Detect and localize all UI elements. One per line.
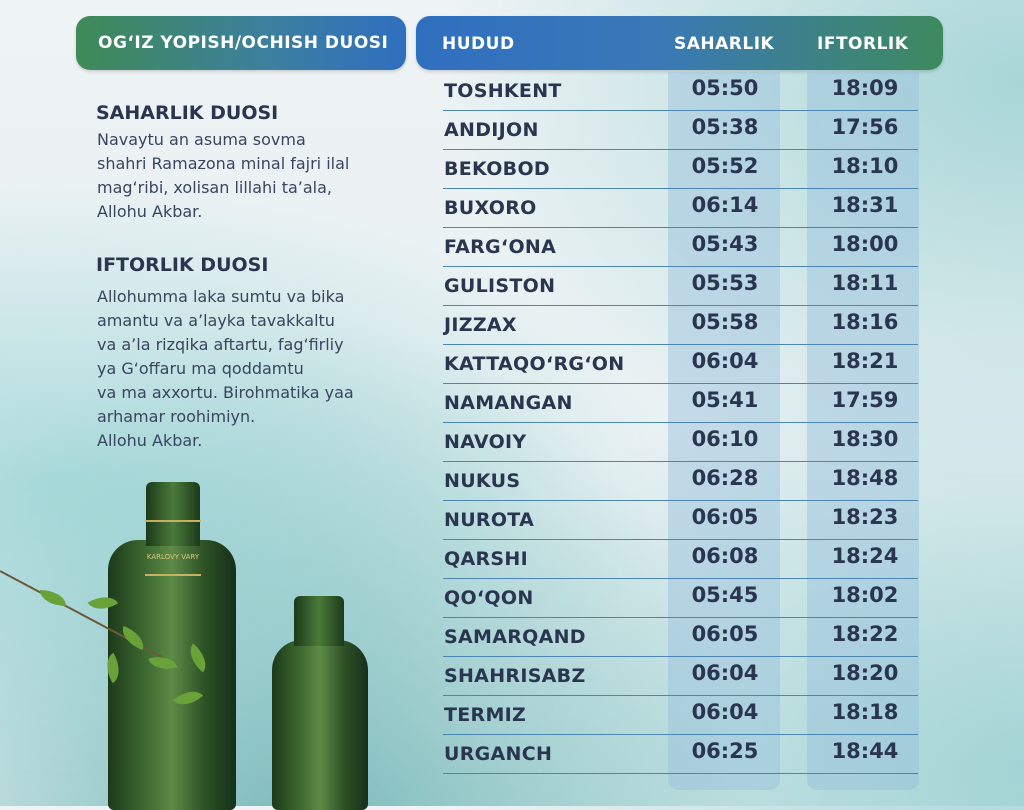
suhoor-time: 06:04 [691, 700, 759, 724]
region-name: SHAHRISABZ [444, 665, 586, 687]
region-name: NUROTA [444, 509, 535, 531]
suhoor-time: 05:50 [691, 76, 759, 100]
iftar-time: 17:56 [831, 115, 899, 139]
iftar-time: 18:18 [831, 700, 899, 724]
region-name: NUKUS [444, 470, 521, 492]
table-row: SHAHRISABZ 06:04 18:20 [443, 657, 918, 696]
suhoor-dua-title: SAHARLIK DUOSI [96, 102, 279, 124]
region-name: ANDIJON [444, 119, 539, 141]
column-header-suhoor: SAHARLIK [674, 34, 775, 54]
region-name: TERMIZ [444, 704, 527, 726]
region-name: BUXORO [444, 197, 537, 219]
table-row: QO‘QON 05:45 18:02 [443, 579, 918, 618]
small-bottle-neck [294, 596, 344, 646]
iftar-time: 18:11 [831, 271, 899, 295]
table-row: SAMARQAND 06:05 18:22 [443, 618, 918, 657]
region-name: QO‘QON [444, 587, 534, 609]
iftar-dua-title: IFTORLIK DUOSI [96, 254, 269, 276]
large-bottle [108, 540, 236, 810]
suhoor-time: 05:52 [691, 154, 759, 178]
iftar-time: 18:30 [831, 427, 899, 451]
table-row: ANDIJON 05:38 17:56 [443, 111, 918, 150]
table-row: TERMIZ 06:04 18:18 [443, 696, 918, 735]
suhoor-time: 06:25 [691, 739, 759, 763]
region-name: FARG‘ONA [444, 236, 557, 258]
table-row: NAVOIY 06:10 18:30 [443, 423, 918, 462]
table-row: BUXORO 06:14 18:31 [443, 189, 918, 228]
iftar-time: 18:24 [831, 544, 899, 568]
table-row: JIZZAX 05:58 18:16 [443, 306, 918, 345]
suhoor-time: 05:41 [691, 388, 759, 412]
table-row: QARSHI 06:08 18:24 [443, 540, 918, 579]
suhoor-dua-text: Navaytu an asuma sovma shahri Ramazona m… [97, 130, 350, 221]
iftar-time: 18:48 [831, 466, 899, 490]
brand-label: KARLOVY VARY [146, 553, 200, 561]
iftar-time: 18:21 [831, 349, 899, 373]
region-name: SAMARQAND [444, 626, 586, 648]
large-bottle-neck [146, 482, 200, 546]
column-header-region: HUDUD [442, 34, 515, 54]
region-name: NAVOIY [444, 431, 527, 453]
iftar-time: 17:59 [831, 388, 899, 412]
iftar-time: 18:31 [831, 193, 899, 217]
table-row: NUKUS 06:28 18:48 [443, 462, 918, 501]
region-name: TOSHKENT [444, 80, 562, 102]
small-bottle [272, 640, 368, 810]
suhoor-time: 06:05 [691, 505, 759, 529]
table-row: NAMANGAN 05:41 17:59 [443, 384, 918, 423]
table-row: URGANCH 06:25 18:44 [443, 735, 918, 774]
region-name: URGANCH [444, 743, 553, 765]
iftar-time: 18:23 [831, 505, 899, 529]
suhoor-time: 05:38 [691, 115, 759, 139]
iftar-time: 18:20 [831, 661, 899, 685]
duas-header: OG‘IZ YOPISH/OCHISH DUOSI [76, 16, 406, 70]
iftar-time: 18:09 [831, 76, 899, 100]
duas-header-title: OG‘IZ YOPISH/OCHISH DUOSI [98, 33, 389, 53]
suhoor-time: 06:08 [691, 544, 759, 568]
table-row: GULISTON 05:53 18:11 [443, 267, 918, 306]
region-name: BEKOBOD [444, 158, 550, 180]
table-row: KATTAQO‘RG‘ON 06:04 18:21 [443, 345, 918, 384]
region-name: NAMANGAN [444, 392, 573, 414]
iftar-time: 18:16 [831, 310, 899, 334]
table-header: HUDUD SAHARLIK IFTORLIK [416, 16, 943, 70]
iftar-dua-text: Allohumma laka sumtu va bika amantu va a… [97, 287, 354, 450]
suhoor-time: 05:43 [691, 232, 759, 256]
column-header-iftar: IFTORLIK [817, 34, 909, 54]
table-row: BEKOBOD 05:52 18:10 [443, 150, 918, 189]
suhoor-column-highlight [668, 72, 780, 790]
suhoor-time: 06:04 [691, 661, 759, 685]
suhoor-time: 05:45 [691, 583, 759, 607]
region-name: GULISTON [444, 275, 556, 297]
suhoor-time: 06:14 [691, 193, 759, 217]
iftar-time: 18:44 [831, 739, 899, 763]
iftar-time: 18:22 [831, 622, 899, 646]
table-row: NUROTA 06:05 18:23 [443, 501, 918, 540]
suhoor-time: 06:04 [691, 349, 759, 373]
iftar-time: 18:02 [831, 583, 899, 607]
suhoor-time: 05:58 [691, 310, 759, 334]
table-row: FARG‘ONA 05:43 18:00 [443, 228, 918, 267]
region-name: KATTAQO‘RG‘ON [444, 353, 625, 375]
region-name: QARSHI [444, 548, 528, 570]
large-bottle-label: KARLOVY VARY [145, 520, 201, 576]
leaf-icon [40, 590, 66, 606]
suhoor-time: 06:10 [691, 427, 759, 451]
iftar-time: 18:10 [831, 154, 899, 178]
region-name: JIZZAX [444, 314, 517, 336]
iftar-time: 18:00 [831, 232, 899, 256]
table-row: TOSHKENT 05:50 18:09 [443, 72, 918, 111]
suhoor-time: 06:28 [691, 466, 759, 490]
iftar-column-highlight [807, 72, 919, 790]
suhoor-time: 06:05 [691, 622, 759, 646]
suhoor-time: 05:53 [691, 271, 759, 295]
